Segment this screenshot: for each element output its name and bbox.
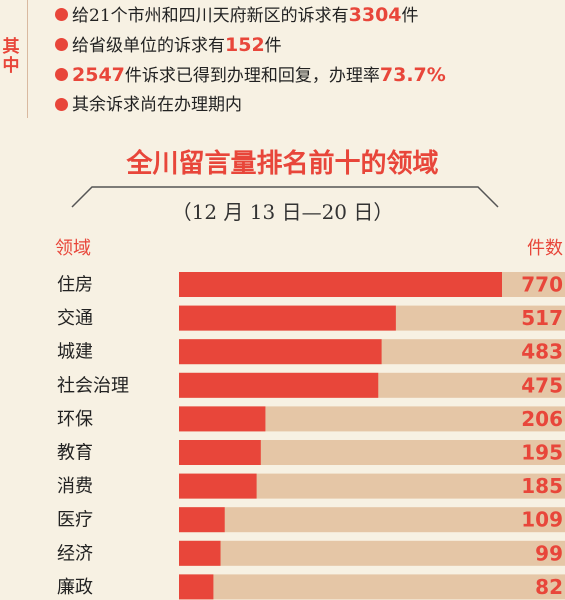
- bar: [179, 540, 221, 566]
- bar: [179, 507, 225, 533]
- summary-list: 给21个市州和四川天府新区的诉求有3304件 给省级单位的诉求有152件 254…: [55, 0, 446, 120]
- side-divider: [27, 0, 28, 118]
- summary-text: 给省级单位的诉求有: [72, 36, 225, 56]
- category-label: 交通: [57, 308, 93, 329]
- summary-rate: 73.7%: [379, 64, 446, 86]
- bar: [179, 574, 214, 600]
- category-label: 住房: [57, 275, 93, 296]
- category-label: 城建: [57, 342, 93, 363]
- summary-number: 2547: [72, 64, 125, 86]
- bullet-dot-icon: [55, 98, 68, 111]
- side-label: 其中: [2, 37, 20, 76]
- title-bracket: [71, 186, 499, 208]
- category-label: 环保: [57, 409, 93, 430]
- bar: [179, 272, 502, 297]
- summary-text: 件: [401, 6, 419, 26]
- value-label: 483: [521, 340, 563, 364]
- summary-item-1: 给21个市州和四川天府新区的诉求有3304件: [55, 0, 446, 30]
- value-label: 82: [535, 575, 563, 599]
- bar: [179, 440, 261, 465]
- value-label: 206: [521, 407, 563, 431]
- value-label: 517: [521, 306, 563, 330]
- summary-text: 件诉求已得到办理和回复，办理率: [124, 66, 380, 86]
- category-label: 社会治理: [57, 375, 129, 396]
- summary-number: 152: [225, 34, 265, 56]
- summary-item-4: 其余诉求尚在办理期内: [55, 90, 446, 120]
- category-label: 医疗: [57, 510, 93, 531]
- summary-text: 件: [264, 36, 282, 56]
- bar: [179, 406, 266, 432]
- value-label: 109: [521, 508, 563, 532]
- bar: [179, 473, 257, 499]
- bar: [179, 305, 396, 331]
- summary-item-2: 给省级单位的诉求有152件: [55, 30, 446, 60]
- category-label: 经济: [57, 543, 93, 564]
- value-label: 99: [535, 541, 563, 565]
- bar-track: [179, 540, 565, 566]
- bullet-dot-icon: [55, 8, 68, 21]
- bullet-dot-icon: [55, 38, 68, 51]
- value-label: 475: [521, 373, 563, 397]
- category-label: 教育: [57, 443, 93, 464]
- bar-track: [179, 574, 565, 600]
- category-header: 领域: [55, 238, 91, 259]
- summary-number: 3304: [348, 4, 402, 26]
- summary-item-3: 2547件诉求已得到办理和回复，办理率73.7%: [55, 60, 446, 90]
- bar: [179, 339, 382, 365]
- chart-title: 全川留言量排名前十的领域: [126, 149, 439, 179]
- bar: [179, 372, 379, 398]
- value-label: 770: [521, 273, 563, 297]
- chart-subtitle: （12 月 13 日—20 日）: [171, 200, 394, 224]
- category-label: 消费: [57, 476, 93, 497]
- bullet-dot-icon: [55, 68, 68, 81]
- value-header: 件数: [527, 238, 563, 259]
- value-label: 195: [521, 441, 563, 465]
- summary-text: 其余诉求尚在办理期内: [72, 95, 242, 115]
- category-label: 廉政: [57, 577, 93, 598]
- summary-text: 给21个市州和四川天府新区的诉求有: [72, 6, 349, 26]
- value-label: 185: [521, 474, 563, 498]
- bar-track: [179, 507, 565, 533]
